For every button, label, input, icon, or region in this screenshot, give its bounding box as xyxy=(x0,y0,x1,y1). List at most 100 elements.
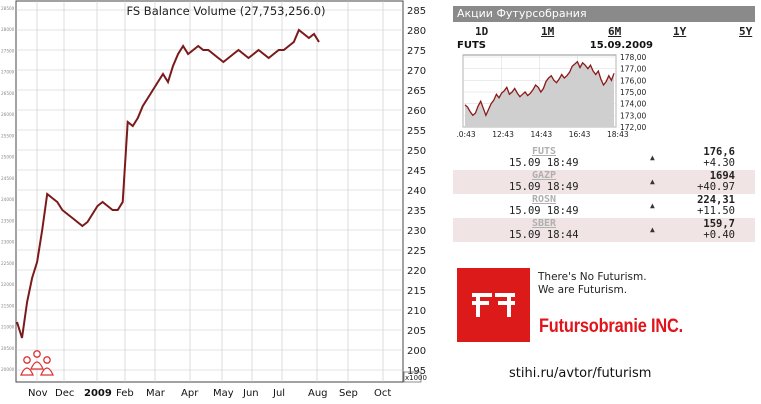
mini-y-tick-label: 178,00 xyxy=(620,53,646,62)
person-head xyxy=(33,350,41,358)
left-tick-label: 20500 xyxy=(1,346,15,351)
period-tab-1d[interactable]: 1D xyxy=(475,25,489,38)
person-head xyxy=(43,356,51,364)
y-tick-label: 225 xyxy=(407,246,426,257)
person-head xyxy=(23,356,31,364)
y-tick-label: 280 xyxy=(407,26,426,37)
up-arrow-icon: ▲ xyxy=(650,201,655,210)
left-tick-label: 22500 xyxy=(1,261,15,266)
slogan-line-1: There's No Futurism. xyxy=(538,271,647,283)
futursobranie-logo[interactable] xyxy=(457,268,530,342)
ticker-row: SBER 15.09 18:44 ▲ 159,7 +0.40 xyxy=(453,218,755,242)
y-tick-label: 245 xyxy=(407,166,426,177)
mini-chart-symbol: FUTS xyxy=(457,40,486,51)
y-tick-label: 200 xyxy=(407,346,426,357)
x-tick-label: Jul xyxy=(272,388,285,399)
slogan: There's No Futurism. We are Futurism. xyxy=(538,271,647,297)
ticker-row: ROSN 15.09 18:49 ▲ 224,31 +11.50 xyxy=(453,194,755,218)
left-tick-label: 24500 xyxy=(1,176,15,181)
left-tick-label: 25000 xyxy=(1,155,15,160)
y-tick-label: 215 xyxy=(407,286,426,297)
left-tick-label: 26000 xyxy=(1,112,15,117)
y-tick-label: 205 xyxy=(407,326,426,337)
y-tick-label: 210 xyxy=(407,306,426,317)
mini-area xyxy=(465,61,614,128)
balance-volume-svg: 285 280 275 270 265 260 255 250 245 240 235 230 225 2… xyxy=(1,0,427,399)
up-arrow-icon: ▲ xyxy=(650,225,655,234)
mini-y-tick-label: 173,00 xyxy=(620,111,646,120)
mini-y-tick-label: 172,00 xyxy=(620,123,646,132)
period-tab-6m[interactable]: 6M xyxy=(608,25,622,38)
stock-widget-panel: Акции Футурсобрания 1D 1M 6M 1Y 5Y FUTS … xyxy=(453,0,761,404)
mini-y-tick-label: 177,00 xyxy=(620,65,646,74)
y-tick-label: 230 xyxy=(407,226,426,237)
ticker-symbol-link[interactable]: ROSN xyxy=(531,194,557,205)
ticker-change: +11.50 xyxy=(697,205,735,217)
y-unit-label: x1000 xyxy=(405,374,427,382)
ticker-time: 15.09 18:44 xyxy=(509,229,579,241)
ticker-time: 15.09 18:49 xyxy=(509,157,579,169)
chart-title: FS Balance Volume (27,753,256.0) xyxy=(126,4,325,18)
left-tick-label: 27500 xyxy=(1,48,15,53)
ticker-price: 159,7 xyxy=(703,218,735,230)
left-tick-label: 23000 xyxy=(1,240,15,245)
mini-chart-info: FUTS 15.09.2009 xyxy=(457,40,653,52)
x-tick-label: Apr xyxy=(181,388,199,399)
left-tick-label: 27000 xyxy=(1,70,15,75)
left-tick-label: 22000 xyxy=(1,282,15,287)
x-tick-label: Sep xyxy=(339,388,358,399)
period-tab-1m[interactable]: 1M xyxy=(541,25,555,38)
left-tick-label: 28000 xyxy=(1,27,15,32)
y-tick-label: 270 xyxy=(407,66,426,77)
mini-y-tick-label: 176,00 xyxy=(620,76,646,85)
period-tabs: 1D 1M 6M 1Y 5Y xyxy=(453,25,755,39)
ticker-time: 15.09 18:49 xyxy=(509,181,579,193)
left-tick-label: 21500 xyxy=(1,303,15,308)
ticker-price: 224,31 xyxy=(697,194,735,206)
site-url-link[interactable]: stihi.ru/avtor/futurism xyxy=(509,366,652,381)
ticker-change: +4.30 xyxy=(703,157,735,169)
x-tick-label: Feb xyxy=(116,388,134,399)
plot-frame xyxy=(15,0,404,383)
person-body xyxy=(30,361,44,370)
ticker-symbol-link[interactable]: GAZP xyxy=(531,170,557,181)
mini-x-tick-label: 14:43 xyxy=(531,130,553,139)
y-tick-label: 255 xyxy=(407,126,426,137)
y-tick-label: 285 xyxy=(407,6,426,17)
mini-y-tick-label: 174,00 xyxy=(620,100,646,109)
period-tab-5y[interactable]: 5Y xyxy=(739,25,753,38)
ticker-row: GAZP 15.09 18:49 ▲ 1694 +40.97 xyxy=(453,170,755,194)
left-tick-label: 21000 xyxy=(1,325,15,330)
ff-logo-icon xyxy=(472,293,515,317)
series-line xyxy=(16,28,320,339)
left-tick-label: 24000 xyxy=(1,197,15,202)
x-tick-label: May xyxy=(213,388,234,399)
y-tick-label: 250 xyxy=(407,146,426,157)
left-tick-label: 20000 xyxy=(1,367,15,372)
mini-chart-date: 15.09.2009 xyxy=(589,40,653,51)
ticker-price: 1694 xyxy=(709,170,735,182)
period-tab-1y[interactable]: 1Y xyxy=(673,25,687,38)
panel-header: Акции Футурсобрания xyxy=(453,6,755,22)
slogan-line-2: We are Futurism. xyxy=(538,284,628,296)
mini-series-line xyxy=(464,60,615,118)
y-tick-label: 260 xyxy=(407,106,426,117)
y-tick-label: 195 xyxy=(407,366,426,377)
x-tick-label: Jun xyxy=(242,388,259,399)
mini-x-tick-label: 16:43 xyxy=(569,130,591,139)
y-unit-box xyxy=(403,371,422,383)
people-icon xyxy=(20,350,54,376)
ticker-price: 176,6 xyxy=(703,146,735,158)
ticker-change: +0.40 xyxy=(703,229,735,241)
x-tick-label: Nov xyxy=(28,388,48,399)
ticker-time: 15.09 18:49 xyxy=(509,205,579,217)
ticker-symbol-link[interactable]: SBER xyxy=(531,218,557,229)
up-arrow-icon: ▲ xyxy=(650,177,655,186)
left-tick-label: 25500 xyxy=(1,133,15,138)
ticker-symbol-link[interactable]: FUTS xyxy=(531,146,557,157)
ticker-row: FUTS 15.09 18:49 ▲ 176,6 +4.30 xyxy=(453,146,755,170)
x-tick-label: Dec xyxy=(55,388,74,399)
intraday-mini-chart: 178,00 177,00 176,00 175,00 174,00 173,00 172,… xyxy=(457,53,646,139)
x-tick-label: Mar xyxy=(146,388,166,399)
ticker-table: FUTS 15.09 18:49 ▲ 176,6 +4.30 GAZP 15.0… xyxy=(453,146,755,242)
